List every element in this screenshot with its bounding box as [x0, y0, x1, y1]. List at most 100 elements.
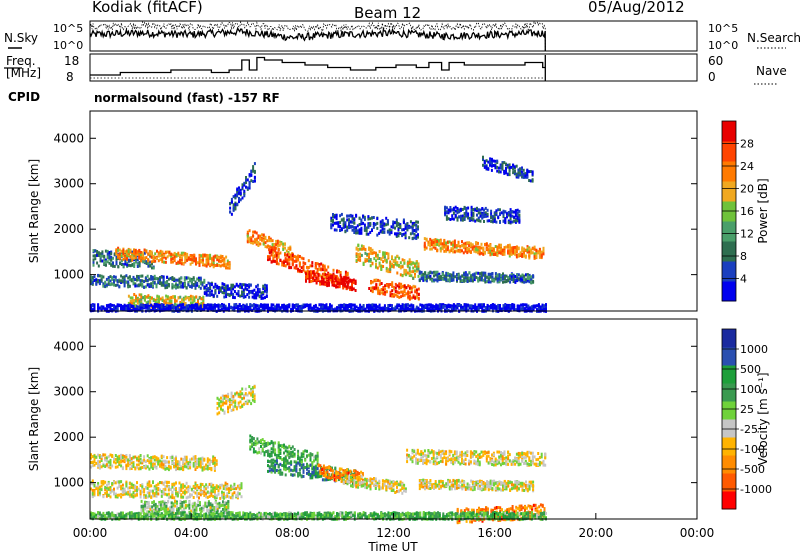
- echo-cell: [349, 220, 352, 224]
- echo-cell: [396, 271, 399, 275]
- echo-cell: [139, 279, 142, 283]
- echo-cell: [238, 188, 240, 192]
- echo-cell: [93, 459, 96, 463]
- echo-cell: [509, 210, 512, 214]
- colorbar-swatch: [722, 261, 736, 282]
- echo-cell: [97, 254, 100, 257]
- echo-cell: [219, 260, 222, 264]
- echo-cell: [336, 282, 339, 285]
- echo-cell: [133, 265, 136, 268]
- echo-cell: [439, 238, 442, 242]
- echo-cell: [92, 254, 95, 258]
- echo-cell: [191, 257, 194, 261]
- echo-cell: [449, 218, 452, 221]
- echo-cell: [342, 282, 345, 285]
- echo-cell: [456, 306, 459, 310]
- echo-cell: [111, 277, 114, 281]
- echo-cell: [355, 213, 358, 217]
- echo-cell: [152, 259, 155, 263]
- echo-cell: [205, 260, 208, 264]
- echo-cell: [182, 251, 185, 255]
- echo-cell: [406, 303, 409, 307]
- echo-cell: [429, 237, 432, 241]
- freq-label-2: [MHz]: [6, 66, 41, 80]
- echo-cell: [439, 240, 442, 244]
- echo-cell: [205, 264, 208, 268]
- echo-cell: [133, 262, 136, 266]
- echo-cell: [100, 459, 103, 462]
- echo-cell: [412, 295, 415, 299]
- echo-cell: [376, 266, 379, 270]
- echo-cell: [100, 275, 103, 279]
- echo-cell: [258, 288, 261, 292]
- echo-cell: [514, 308, 517, 312]
- echo-cell: [254, 308, 257, 312]
- echo-cell: [161, 252, 164, 256]
- echo-cell: [450, 247, 453, 251]
- echo-cell: [415, 308, 418, 312]
- echo-cell: [386, 230, 389, 234]
- echo-cell: [284, 242, 286, 246]
- echo-cell: [386, 220, 389, 224]
- echo-cell: [118, 285, 121, 289]
- echo-cell: [295, 257, 298, 261]
- echo-cell: [429, 270, 432, 274]
- echo-cell: [463, 279, 466, 283]
- echo-cell: [413, 223, 416, 227]
- echo-cell: [147, 294, 150, 298]
- echo-cell: [145, 301, 148, 305]
- echo-cell: [467, 216, 470, 220]
- echo-cell: [226, 287, 229, 291]
- echo-cell: [316, 262, 319, 266]
- echo-cell: [226, 308, 229, 312]
- echo-cell: [101, 254, 104, 258]
- echo-cell: [378, 250, 381, 253]
- echo-cell: [525, 305, 528, 309]
- echo-cell: [392, 259, 395, 263]
- echo-cell: [195, 257, 197, 261]
- echo-cell: [321, 268, 324, 272]
- echo-cell: [194, 285, 197, 289]
- echo-cell: [115, 255, 118, 259]
- echo-cell: [376, 217, 379, 221]
- echo-cell: [368, 307, 370, 311]
- echo-cell: [275, 251, 278, 255]
- cpid-label: CPID: [8, 90, 40, 104]
- power-frame: [89, 110, 698, 312]
- echo-cell: [389, 290, 392, 294]
- echo-cell: [219, 286, 222, 290]
- echo-cell: [203, 292, 206, 295]
- echo-cell: [127, 304, 130, 308]
- echo-cell: [369, 258, 372, 261]
- echo-cell: [505, 162, 507, 166]
- echo-cell: [492, 249, 495, 253]
- echo-cell: [382, 286, 385, 289]
- echo-cell: [515, 255, 518, 259]
- echo-cell: [97, 306, 100, 309]
- echo-cell: [185, 286, 188, 290]
- echo-cell: [318, 303, 321, 307]
- echo-cell: [439, 242, 442, 246]
- echo-cell: [404, 236, 407, 240]
- echo-cell: [109, 466, 112, 470]
- echo-cell: [513, 170, 516, 173]
- echo-cell: [152, 284, 154, 288]
- echo-cell: [215, 304, 218, 308]
- echo-cell: [533, 245, 536, 249]
- echo-cell: [518, 304, 521, 308]
- echo-cell: [414, 264, 416, 268]
- echo-cell: [517, 254, 520, 258]
- echo-cell: [417, 233, 419, 237]
- echo-cell: [479, 306, 482, 309]
- echo-cell: [369, 251, 372, 255]
- echo-cell: [492, 164, 495, 167]
- echo-cell: [385, 223, 388, 227]
- echo-cell: [176, 285, 179, 289]
- echo-cell: [476, 306, 478, 309]
- echo-cell: [180, 303, 183, 307]
- freq-lines: [90, 55, 546, 81]
- echo-cell: [310, 279, 313, 283]
- echo-cell: [230, 290, 233, 294]
- echo-cell: [212, 255, 215, 259]
